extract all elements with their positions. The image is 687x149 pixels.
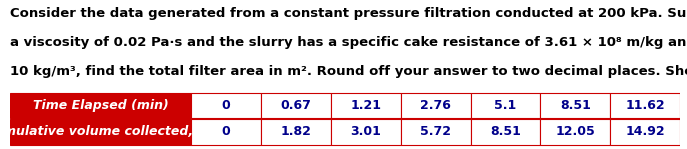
Text: 2.76: 2.76 [420,99,451,112]
Bar [401,93,471,118]
Bar [471,93,541,118]
Text: 14.92: 14.92 [625,125,665,138]
Bar [610,93,680,118]
Text: 1.21: 1.21 [350,99,381,112]
Text: 5.1: 5.1 [495,99,517,112]
Bar [191,119,261,145]
Bar [541,93,610,118]
Text: 11.62: 11.62 [625,99,665,112]
Bar [261,119,331,145]
Text: 8.51: 8.51 [560,99,591,112]
Bar [471,119,541,145]
Text: Consider the data generated from a constant pressure filtration conducted at 200: Consider the data generated from a const… [10,7,687,20]
Bar [331,119,401,145]
Bar [401,119,471,145]
Text: a viscosity of 0.02 Pa·s and the slurry has a specific cake resistance of 3.61 ×: a viscosity of 0.02 Pa·s and the slurry … [10,36,687,49]
Text: Time Elapsed (min): Time Elapsed (min) [33,99,168,112]
Text: 1.82: 1.82 [280,125,311,138]
Bar [541,119,610,145]
Bar [191,93,261,118]
Text: 5.72: 5.72 [420,125,451,138]
Text: 10 kg/m³, find the total filter area in m². Round off your answer to two decimal: 10 kg/m³, find the total filter area in … [10,65,687,78]
Bar [331,93,401,118]
Text: 0: 0 [222,99,230,112]
Text: Cumulative volume collected, m³: Cumulative volume collected, m³ [0,125,216,138]
Text: 3.01: 3.01 [350,125,381,138]
Bar [610,119,680,145]
Text: 8.51: 8.51 [490,125,521,138]
Text: 12.05: 12.05 [556,125,595,138]
Bar [10,119,191,145]
Text: 0: 0 [222,125,230,138]
Bar [261,93,331,118]
Bar [10,93,191,118]
Text: 0.67: 0.67 [280,99,311,112]
